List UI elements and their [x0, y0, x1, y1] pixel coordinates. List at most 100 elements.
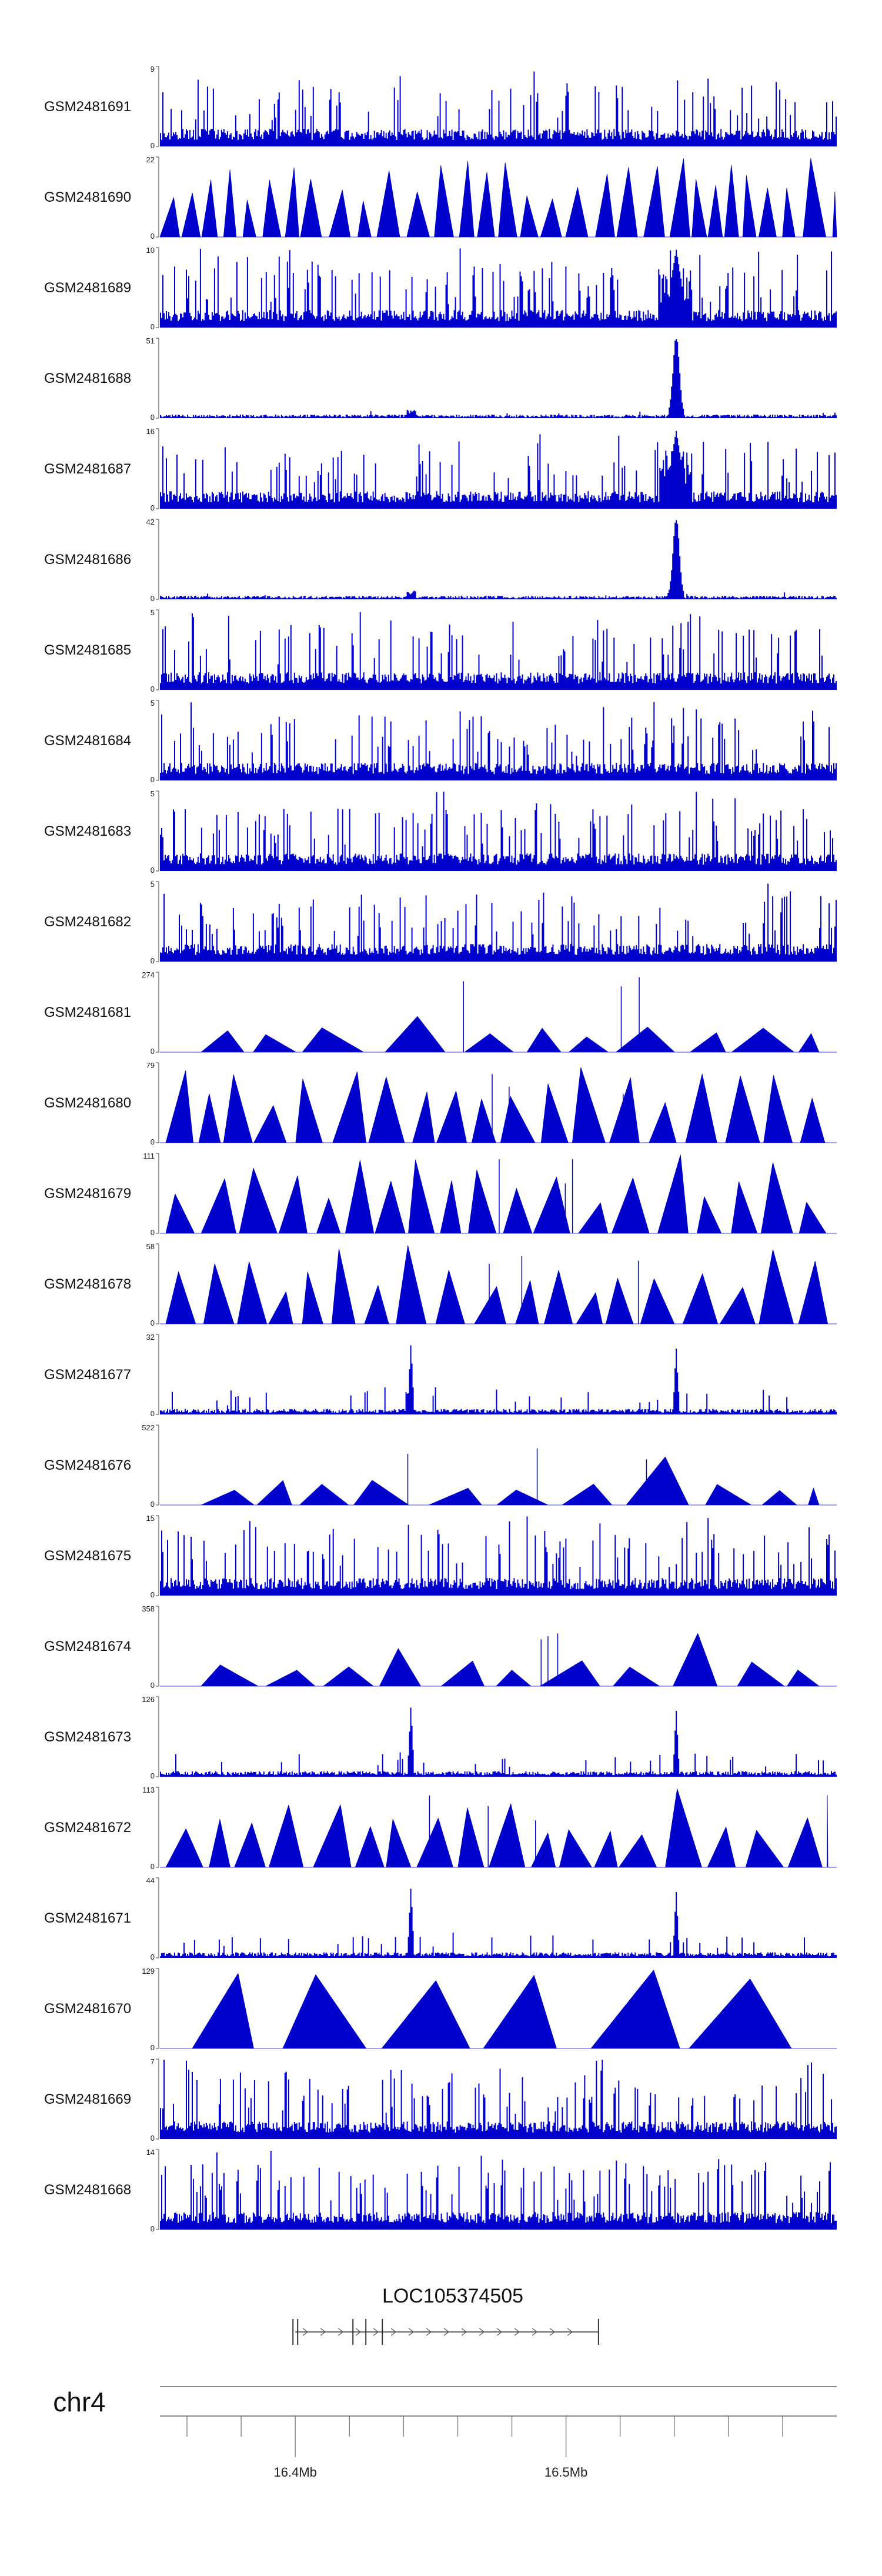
coverage-area	[160, 2060, 837, 2139]
track-label: GSM2481668	[44, 2182, 131, 2198]
track-label: GSM2481675	[44, 1548, 131, 1564]
track-label: GSM2481682	[44, 914, 131, 930]
track-label: GSM2481687	[44, 461, 131, 477]
strand-arrow-icon	[549, 2328, 556, 2336]
coverage-area	[160, 431, 837, 509]
y-max-label: 111	[143, 1152, 155, 1160]
track-GSM2481689: GSM2481689 10 0	[44, 246, 837, 331]
coverage-area	[160, 71, 837, 146]
track-GSM2481675: GSM2481675 15 0	[44, 1514, 837, 1599]
strand-arrow-icon	[496, 2328, 503, 2336]
track-label: GSM2481681	[44, 1005, 131, 1020]
track-GSM2481669: GSM2481669 7 0	[44, 2057, 837, 2143]
track-GSM2481680: GSM2481680 79 0	[44, 1061, 837, 1146]
y-min-label: 0	[151, 1590, 155, 1599]
y-min-label: 0	[151, 322, 155, 331]
track-GSM2481681: GSM2481681 274 0	[44, 970, 837, 1056]
y-min-label: 0	[151, 1228, 155, 1237]
y-min-label: 0	[151, 1862, 155, 1871]
y-min-label: 0	[151, 685, 155, 693]
strand-arrow-icon	[532, 2328, 538, 2336]
track-GSM2481676: GSM2481676 522 0	[44, 1423, 837, 1509]
strand-arrow-icon	[338, 2328, 344, 2336]
chromosome-label: chr4	[53, 2387, 105, 2417]
coverage-area	[159, 1633, 837, 1687]
track-label: GSM2481670	[44, 2001, 131, 2017]
strand-arrow-icon	[567, 2328, 573, 2336]
track-label: GSM2481680	[44, 1095, 131, 1111]
y-min-label: 0	[151, 1409, 155, 1418]
strand-arrow-icon	[302, 2328, 309, 2336]
y-max-label: 522	[142, 1423, 155, 1432]
y-max-label: 5	[151, 699, 155, 708]
y-max-label: 126	[142, 1695, 155, 1704]
y-min-label: 0	[151, 1500, 155, 1509]
y-max-label: 5	[151, 789, 155, 798]
coverage-area	[160, 1345, 837, 1414]
strand-arrow-icon	[479, 2328, 485, 2336]
y-min-label: 0	[151, 413, 155, 422]
track-GSM2481670: GSM2481670 129 0	[44, 1967, 837, 2052]
track-label: GSM2481684	[44, 733, 131, 749]
coverage-area	[159, 1456, 837, 1506]
coverage-area	[160, 2151, 837, 2230]
y-min-label: 0	[151, 141, 155, 150]
y-max-label: 79	[146, 1061, 155, 1070]
y-max-label: 10	[146, 246, 155, 255]
track-GSM2481668: GSM2481668 14 0	[44, 2148, 837, 2233]
gene-name-label: LOC105374505	[382, 2285, 523, 2307]
strand-arrow-icon	[355, 2328, 362, 2336]
coverage-area	[160, 792, 837, 871]
y-max-label: 15	[146, 1514, 155, 1523]
track-GSM2481686: GSM2481686 42 0	[44, 518, 837, 603]
track-GSM2481682: GSM2481682 5 0	[44, 880, 837, 965]
y-min-label: 0	[151, 1953, 155, 1961]
strand-arrow-icon	[320, 2328, 326, 2336]
track-label: GSM2481678	[44, 1276, 131, 1292]
coverage-area	[159, 1154, 837, 1234]
coverage-area	[160, 248, 837, 328]
track-label: GSM2481690	[44, 189, 131, 205]
track-label: GSM2481677	[44, 1367, 131, 1383]
track-label: GSM2481674	[44, 1639, 131, 1654]
y-max-label: 42	[146, 518, 155, 526]
y-min-label: 0	[151, 1681, 155, 1690]
y-min-label: 0	[151, 775, 155, 784]
track-label: GSM2481689	[44, 280, 131, 296]
y-min-label: 0	[151, 1319, 155, 1327]
track-label: GSM2481676	[44, 1457, 131, 1473]
track-GSM2481691: GSM2481691 9 0	[44, 65, 837, 150]
coverage-area	[159, 1788, 837, 1868]
coverage-area	[160, 702, 837, 780]
track-label: GSM2481688	[44, 371, 131, 386]
y-min-label: 0	[151, 232, 155, 241]
track-label: GSM2481691	[44, 99, 131, 115]
strand-arrow-icon	[461, 2328, 467, 2336]
track-GSM2481673: GSM2481673 126 0	[44, 1695, 837, 1780]
y-max-label: 5	[151, 880, 155, 889]
track-GSM2481685: GSM2481685 5 0	[44, 608, 837, 693]
track-GSM2481674: GSM2481674 358 0	[44, 1604, 837, 1690]
track-GSM2481671: GSM2481671 44 0	[44, 1876, 837, 1961]
coordinate-label: 16.4Mb	[274, 2465, 317, 2480]
y-min-label: 0	[151, 2043, 155, 2052]
track-GSM2481690: GSM2481690 22 0	[44, 155, 837, 241]
y-min-label: 0	[151, 1771, 155, 1780]
coverage-area	[159, 158, 837, 238]
y-max-label: 58	[146, 1242, 155, 1251]
y-min-label: 0	[151, 956, 155, 965]
coverage-area	[159, 1067, 837, 1143]
y-max-label: 9	[151, 65, 155, 74]
track-GSM2481672: GSM2481672 113 0	[44, 1786, 837, 1871]
y-max-label: 5	[151, 608, 155, 617]
coordinate-label: 16.5Mb	[544, 2465, 587, 2480]
y-min-label: 0	[151, 2134, 155, 2143]
strand-arrow-icon	[443, 2328, 450, 2336]
track-GSM2481683: GSM2481683 5 0	[44, 789, 837, 875]
y-max-label: 16	[146, 427, 155, 436]
y-max-label: 129	[142, 1967, 155, 1976]
track-GSM2481684: GSM2481684 5 0	[44, 699, 837, 784]
y-max-label: 32	[146, 1333, 155, 1342]
gene-annotation-track: LOC105374505	[292, 2285, 599, 2345]
y-max-label: 51	[146, 336, 155, 345]
